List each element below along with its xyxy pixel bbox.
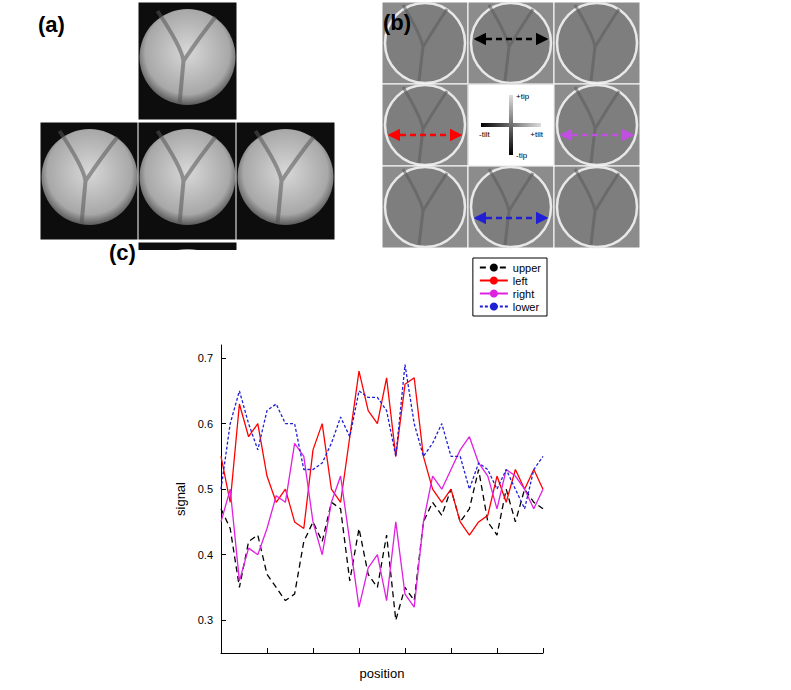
svg-text:signal: signal (173, 482, 188, 516)
svg-text:right: right (513, 288, 534, 300)
svg-text:position: position (360, 666, 405, 681)
svg-text:0.6: 0.6 (198, 418, 213, 430)
svg-text:-tilt: -tilt (479, 130, 490, 139)
svg-text:(b): (b) (383, 10, 411, 35)
svg-text:-tip: -tip (516, 151, 528, 160)
svg-text:+tilt: +tilt (530, 130, 543, 139)
svg-text:(c): (c) (109, 240, 136, 265)
svg-text:0.7: 0.7 (198, 352, 213, 364)
svg-text:lower: lower (513, 301, 540, 313)
svg-text:0.4: 0.4 (198, 549, 213, 561)
svg-text:+tip: +tip (516, 92, 530, 101)
svg-text:0.5: 0.5 (198, 483, 213, 495)
svg-text:upper: upper (513, 262, 541, 274)
svg-text:0.3: 0.3 (198, 614, 213, 626)
svg-text:(a): (a) (38, 12, 65, 37)
svg-text:left: left (513, 275, 528, 287)
